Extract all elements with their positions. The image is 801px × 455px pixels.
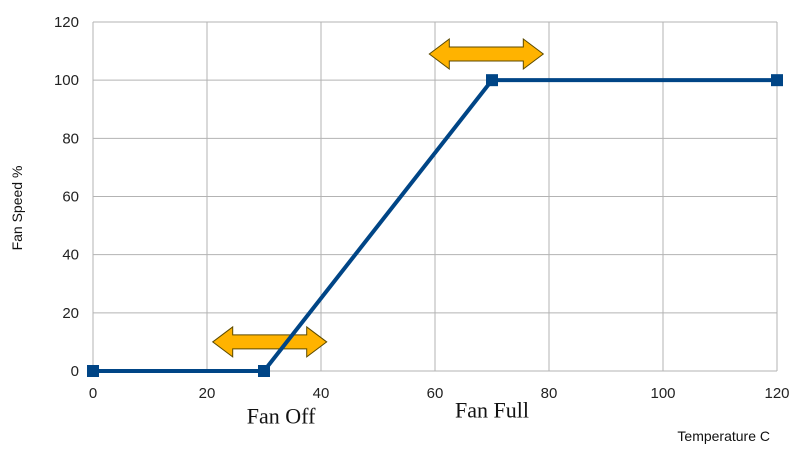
data-point-marker — [486, 74, 498, 87]
double-arrow-icon — [428, 37, 545, 70]
data-point-marker — [258, 365, 270, 377]
tick-labels: 0 20 40 60 80 100 120 0 20 40 60 80 100 120 — [54, 14, 790, 402]
series-line — [93, 78, 777, 373]
y-tick-label: 60 — [62, 189, 79, 206]
x-tick-label: 80 — [541, 385, 558, 402]
y-tick-label: 100 — [54, 72, 79, 89]
x-tick-label: 0 — [89, 385, 97, 402]
y-tick-label: 0 — [71, 363, 79, 380]
annotation-label: Fan Off — [247, 403, 316, 428]
x-tick-label: 100 — [650, 385, 675, 402]
x-tick-label: 40 — [313, 385, 330, 402]
x-axis-title: Temperature C — [677, 428, 770, 444]
double-arrow-icon — [211, 325, 328, 358]
y-axis-title: Fan Speed % — [9, 166, 25, 251]
annotation-label: Fan Full — [455, 398, 529, 423]
y-tick-label: 80 — [62, 130, 79, 147]
y-tick-label: 20 — [62, 305, 79, 322]
grid-layer — [92, 21, 778, 372]
x-tick-label: 60 — [427, 385, 444, 402]
data-point-marker — [87, 365, 99, 377]
data-point-marker — [771, 74, 783, 87]
annotations: Fan Off Fan Full — [247, 398, 529, 429]
y-tick-label: 40 — [62, 247, 79, 264]
series-layer — [87, 74, 783, 377]
x-tick-label: 20 — [199, 385, 216, 402]
range-arrows — [211, 37, 545, 358]
y-tick-label: 120 — [54, 14, 79, 31]
x-tick-label: 120 — [764, 385, 789, 402]
